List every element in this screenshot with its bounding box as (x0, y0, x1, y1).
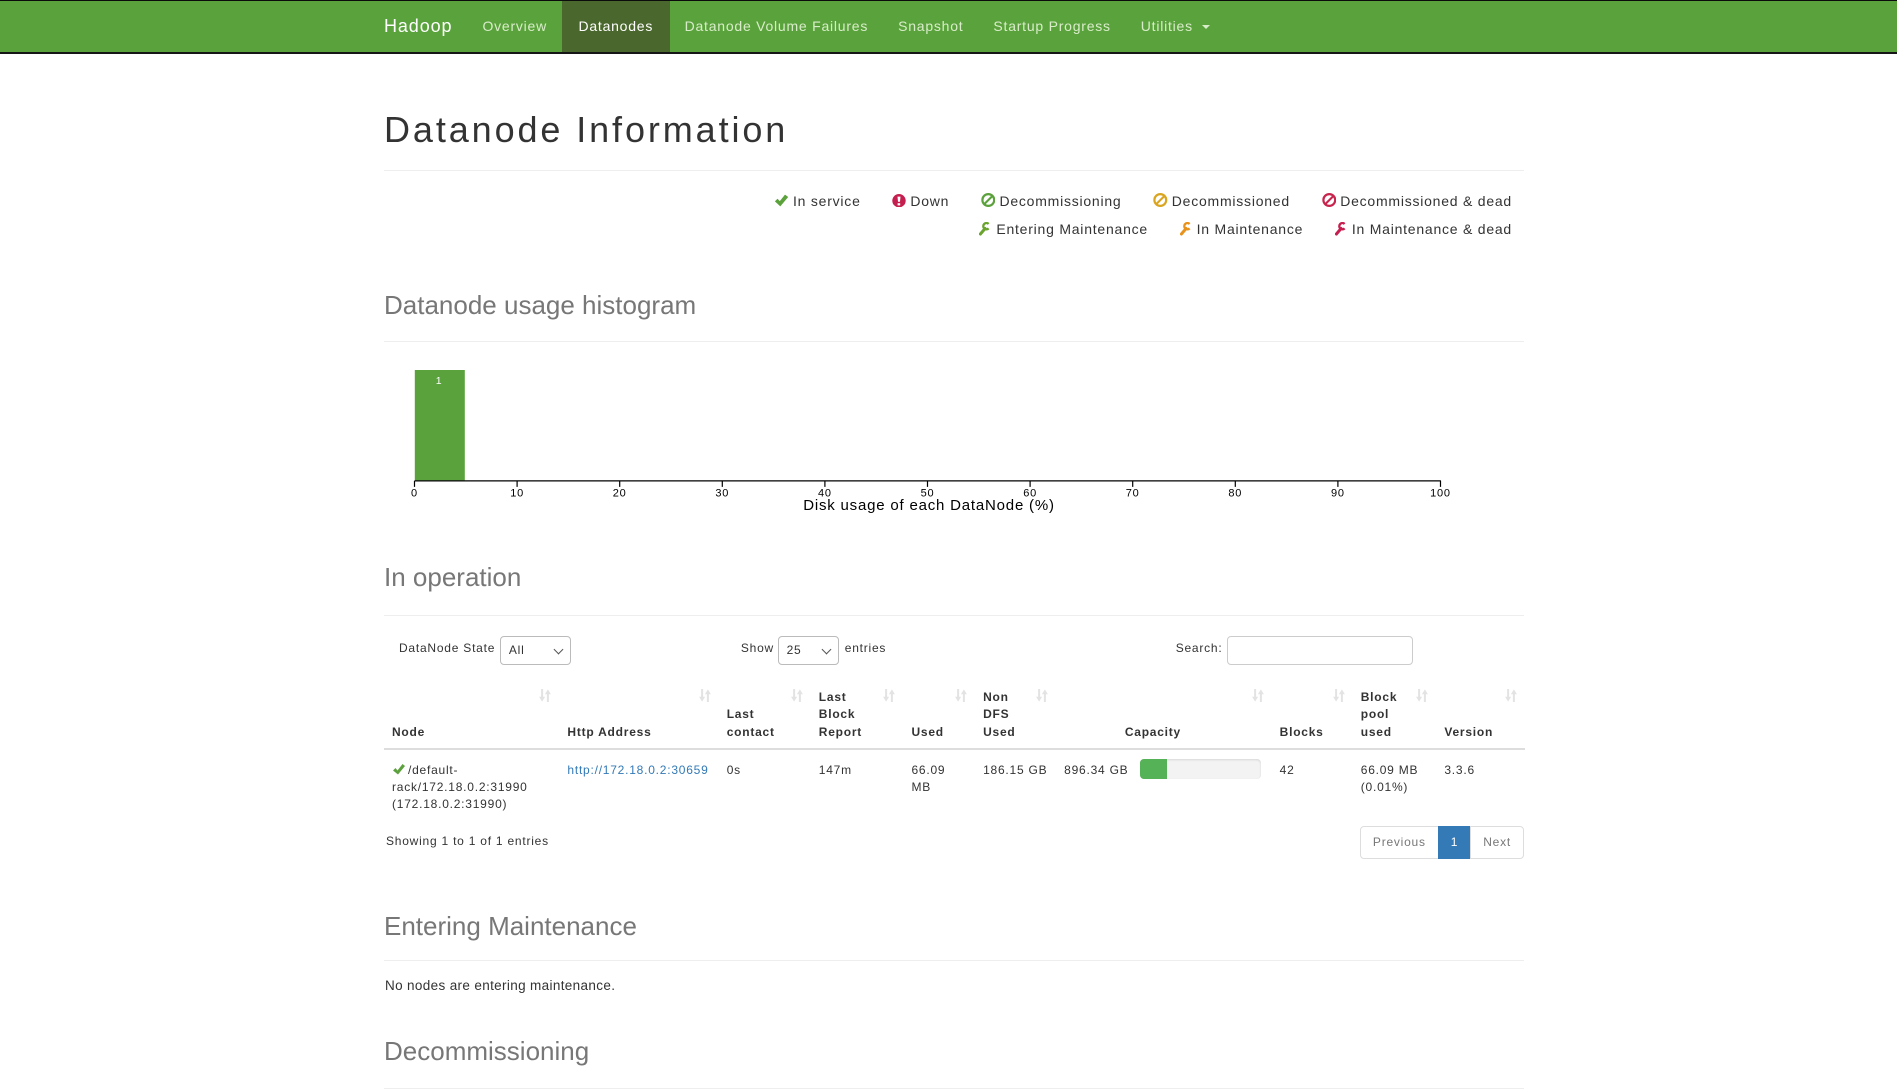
svg-text:20: 20 (613, 487, 627, 499)
svg-text:100: 100 (1430, 487, 1451, 499)
svg-text:50: 50 (921, 487, 935, 499)
svg-text:80: 80 (1228, 487, 1242, 499)
svg-text:70: 70 (1126, 487, 1140, 499)
svg-text:Disk usage of each DataNode (%: Disk usage of each DataNode (%) (803, 497, 1055, 514)
svg-text:1: 1 (436, 375, 443, 387)
svg-text:10: 10 (510, 487, 524, 499)
svg-text:40: 40 (818, 487, 832, 499)
svg-text:60: 60 (1023, 487, 1037, 499)
svg-text:0: 0 (411, 487, 418, 499)
svg-text:30: 30 (715, 487, 729, 499)
svg-text:90: 90 (1331, 487, 1345, 499)
